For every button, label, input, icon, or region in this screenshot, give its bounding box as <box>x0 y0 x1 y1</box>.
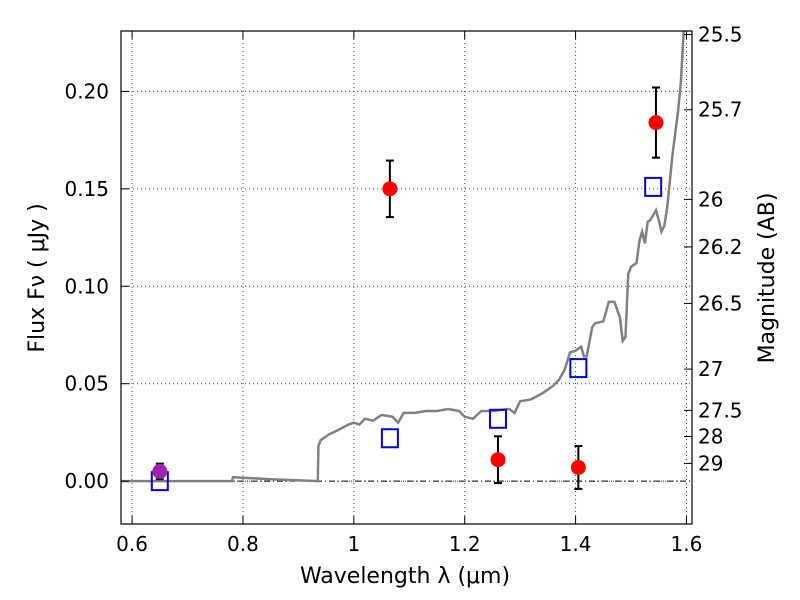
sed-model-line <box>121 30 685 483</box>
magnitude-tick-label: 28 <box>698 425 723 449</box>
model-point <box>569 358 588 379</box>
x-tick-label: 1.6 <box>671 532 703 556</box>
magnitude-tick-label: 26.2 <box>698 235 743 259</box>
model-point <box>644 176 663 197</box>
axis-ticks <box>121 31 692 524</box>
observed-point <box>152 463 168 479</box>
magnitude-tick-label: 27 <box>698 357 723 381</box>
magnitude-tick-label: 25.5 <box>698 23 743 47</box>
y-tick-label: 0.10 <box>64 274 109 298</box>
x-tick-label: 0.8 <box>227 532 259 556</box>
x-tick-label: 1.2 <box>449 532 481 556</box>
model-point <box>488 408 507 429</box>
magnitude-tick-label: 27.5 <box>698 398 743 422</box>
y-tick-label: 0.15 <box>64 177 109 201</box>
x-axis-title: Wavelength λ (μm) <box>300 564 510 589</box>
y-axis-title: Flux Fν ( μJy ) <box>25 203 50 352</box>
y-tick-label: 0.00 <box>64 469 109 493</box>
tick-labels: 0.6 0.8 1 1.2 1.4 1.6 0.00 0.05 0.10 0.15 0.20 25.5… <box>64 23 742 556</box>
x-tick-label: 0.6 <box>116 532 148 556</box>
magnitude-tick-label: 29 <box>698 451 723 475</box>
magnitude-tick-label: 26.5 <box>698 291 743 315</box>
y-tick-label: 0.20 <box>64 79 109 103</box>
observed-point <box>382 181 398 197</box>
x-tick-label: 1 <box>347 532 360 556</box>
y-tick-label: 0.05 <box>64 372 109 396</box>
observed-photometry-points <box>152 86 664 490</box>
observed-point <box>570 459 586 475</box>
magnitude-tick-label: 25.7 <box>698 98 743 122</box>
observed-point <box>490 452 506 468</box>
x-tick-label: 1.4 <box>560 532 592 556</box>
model-point <box>380 428 399 449</box>
magnitude-tick-label: 26 <box>698 187 723 211</box>
observed-point <box>648 115 664 131</box>
right-axis-title: Magnitude (AB) <box>755 193 780 364</box>
plot-frame <box>120 30 693 525</box>
